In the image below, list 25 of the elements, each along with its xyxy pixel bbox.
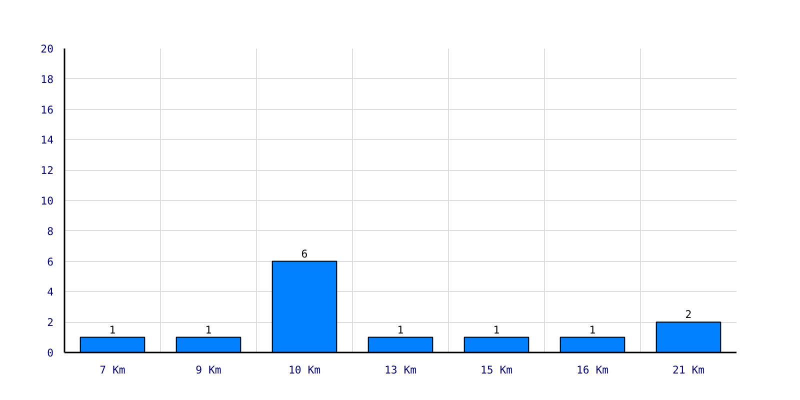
data-label: 6 (301, 247, 308, 260)
y-tick-label: 20 (40, 42, 54, 56)
data-label: 2 (685, 308, 692, 322)
y-tick-label: 16 (40, 103, 54, 116)
y-tick-label: 10 (40, 194, 54, 208)
data-label: 1 (109, 323, 116, 336)
y-tick-label: 6 (47, 255, 54, 268)
data-label: 1 (397, 323, 404, 336)
y-tick-label: 18 (40, 72, 54, 86)
data-label: 1 (589, 323, 596, 336)
x-tick-label: 15 Km (480, 364, 513, 376)
data-label: 1 (205, 323, 212, 336)
x-tick-label: 21 Km (672, 364, 705, 376)
y-tick-label: 8 (47, 224, 54, 238)
y-tick-label: 14 (40, 134, 54, 147)
x-tick-label: 10 Km (288, 364, 321, 376)
x-tick-label: 9 Km (196, 364, 222, 376)
y-tick-label: 0 (47, 346, 54, 360)
y-tick-label: 2 (47, 316, 54, 330)
x-tick-label: 16 Km (576, 364, 609, 376)
x-tick-label: 13 Km (384, 364, 417, 376)
x-tick-label: 7 Km (100, 364, 126, 376)
y-tick-label: 12 (40, 164, 54, 178)
data-label: 1 (493, 323, 500, 336)
y-tick-label: 4 (47, 286, 54, 299)
